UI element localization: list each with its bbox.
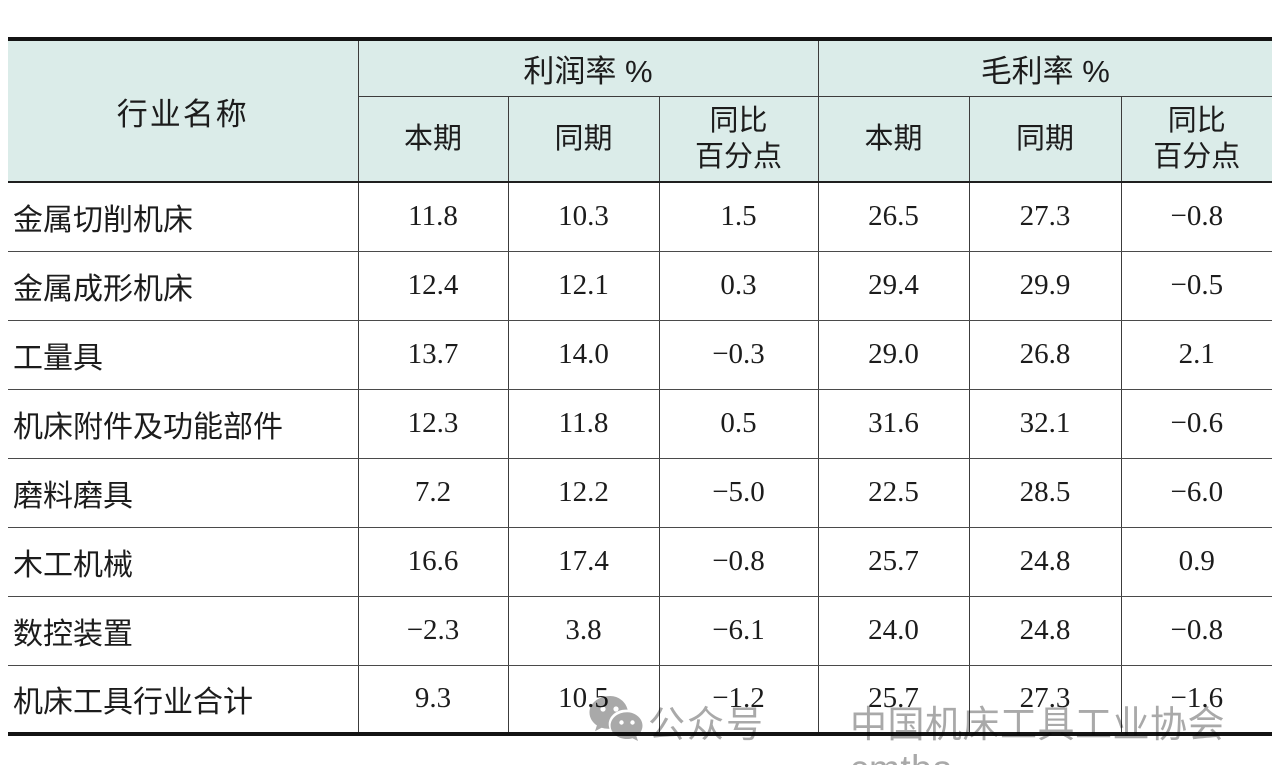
industry-cell: 机床工具行业合计	[13, 685, 253, 719]
value-cell: 25.7	[817, 527, 970, 597]
value-cell: 24.8	[968, 527, 1122, 597]
value-cell: 0.5	[658, 389, 819, 459]
value-cell: 2.1	[1120, 320, 1273, 390]
value-cell: −5.0	[658, 458, 819, 528]
header-gross-margin-group: 毛利率 %	[817, 39, 1273, 97]
table-row: 金属成形机床 12.4 12.1 0.3 29.4 29.9 −0.5	[8, 251, 1273, 321]
table-row: 工量具 13.7 14.0 −0.3 29.0 26.8 2.1	[8, 320, 1273, 390]
industry-cell: 木工机械	[8, 527, 358, 597]
header-sub-row: 本期 同期 同比 百分点 本期 同期 同比 百分点	[8, 96, 1273, 183]
value-cell: 0.9	[1120, 527, 1273, 597]
value-cell: 11.8	[507, 389, 659, 459]
value-cell: 27.3	[968, 182, 1122, 252]
value-cell: 25.7	[817, 665, 970, 734]
header-profit-rate-group: 利润率 %	[357, 39, 819, 97]
value-cell: 22.5	[817, 458, 970, 528]
header-group-row: 行业名称 利润率 % 毛利率 %	[8, 39, 1273, 183]
value-cell: 16.6	[357, 527, 508, 597]
value-cell: 26.8	[968, 320, 1122, 390]
value-cell: 13.7	[357, 320, 508, 390]
value-cell: 11.8	[357, 182, 508, 252]
value-cell: 28.5	[968, 458, 1122, 528]
header-profit-current: 本期	[357, 96, 508, 183]
value-cell: 9.3	[357, 665, 508, 734]
value-cell: −1.6	[1120, 665, 1273, 734]
table-row: 金属切削机床 11.8 10.3 1.5 26.5 27.3 −0.8	[8, 182, 1273, 252]
value-cell: 0.3	[658, 251, 819, 321]
industry-cell: 数控装置	[8, 596, 358, 666]
value-cell: −0.8	[1120, 182, 1273, 252]
value-cell: 12.2	[507, 458, 659, 528]
value-cell: 1.5	[658, 182, 819, 252]
header-industry-name: 行业名称	[8, 39, 358, 183]
header-gross-prior: 同期	[968, 96, 1122, 183]
header-profit-prior: 同期	[507, 96, 659, 183]
table-row: 磨料磨具 7.2 12.2 −5.0 22.5 28.5 −6.0	[8, 458, 1273, 528]
value-cell: 7.2	[357, 458, 508, 528]
value-cell: 14.0	[507, 320, 659, 390]
value-cell: 12.1	[507, 251, 659, 321]
value-cell: −0.6	[1120, 389, 1273, 459]
table-row: 机床附件及功能部件 12.3 11.8 0.5 31.6 32.1 −0.6	[8, 389, 1273, 459]
industry-cell: 金属切削机床	[8, 182, 358, 252]
value-cell: 12.3	[357, 389, 508, 459]
value-cell: 26.5	[817, 182, 970, 252]
header-gross-yoy: 同比 百分点	[1120, 96, 1273, 183]
industry-profit-table: 行业名称 利润率 % 毛利率 % 本期 同期 同比 百分点 本期 同期 同比 百…	[8, 37, 1273, 736]
table-row: 数控装置 −2.3 3.8 −6.1 24.0 24.8 −0.8	[8, 596, 1273, 666]
value-cell: −6.0	[1120, 458, 1273, 528]
value-cell: −0.3	[658, 320, 819, 390]
value-cell: 31.6	[817, 389, 970, 459]
table-body: 金属切削机床 11.8 10.3 1.5 26.5 27.3 −0.8 金属成形…	[8, 182, 1273, 734]
value-cell: −0.8	[658, 527, 819, 597]
industry-cell: 磨料磨具	[8, 458, 358, 528]
value-cell: 17.4	[507, 527, 659, 597]
value-cell: 29.9	[968, 251, 1122, 321]
value-cell: −0.5	[1120, 251, 1273, 321]
header-profit-yoy: 同比 百分点	[658, 96, 819, 183]
value-cell: 3.8	[507, 596, 659, 666]
table-header: 行业名称 利润率 % 毛利率 % 本期 同期 同比 百分点 本期 同期 同比 百…	[8, 39, 1273, 183]
value-cell: 10.5	[507, 665, 659, 734]
value-cell: 12.4	[357, 251, 508, 321]
value-cell: 32.1	[968, 389, 1122, 459]
value-cell: 10.3	[507, 182, 659, 252]
industry-cell: 金属成形机床	[8, 251, 358, 321]
table-row: 木工机械 16.6 17.4 −0.8 25.7 24.8 0.9	[8, 527, 1273, 597]
industry-cell: 机床附件及功能部件	[8, 389, 358, 459]
value-cell: −1.2	[658, 665, 819, 734]
industry-cell: 工量具	[8, 320, 358, 390]
table-row: 机床工具行业合计 9.3 10.5 −1.2 25.7 27.3 −1.6	[8, 665, 1273, 734]
value-cell: 29.0	[817, 320, 970, 390]
value-cell: −0.8	[1120, 596, 1273, 666]
value-cell: −2.3	[357, 596, 508, 666]
header-gross-current: 本期	[817, 96, 970, 183]
value-cell: 24.8	[968, 596, 1122, 666]
value-cell: 29.4	[817, 251, 970, 321]
value-cell: 27.3	[968, 665, 1122, 734]
value-cell: 24.0	[817, 596, 970, 666]
value-cell: −6.1	[658, 596, 819, 666]
